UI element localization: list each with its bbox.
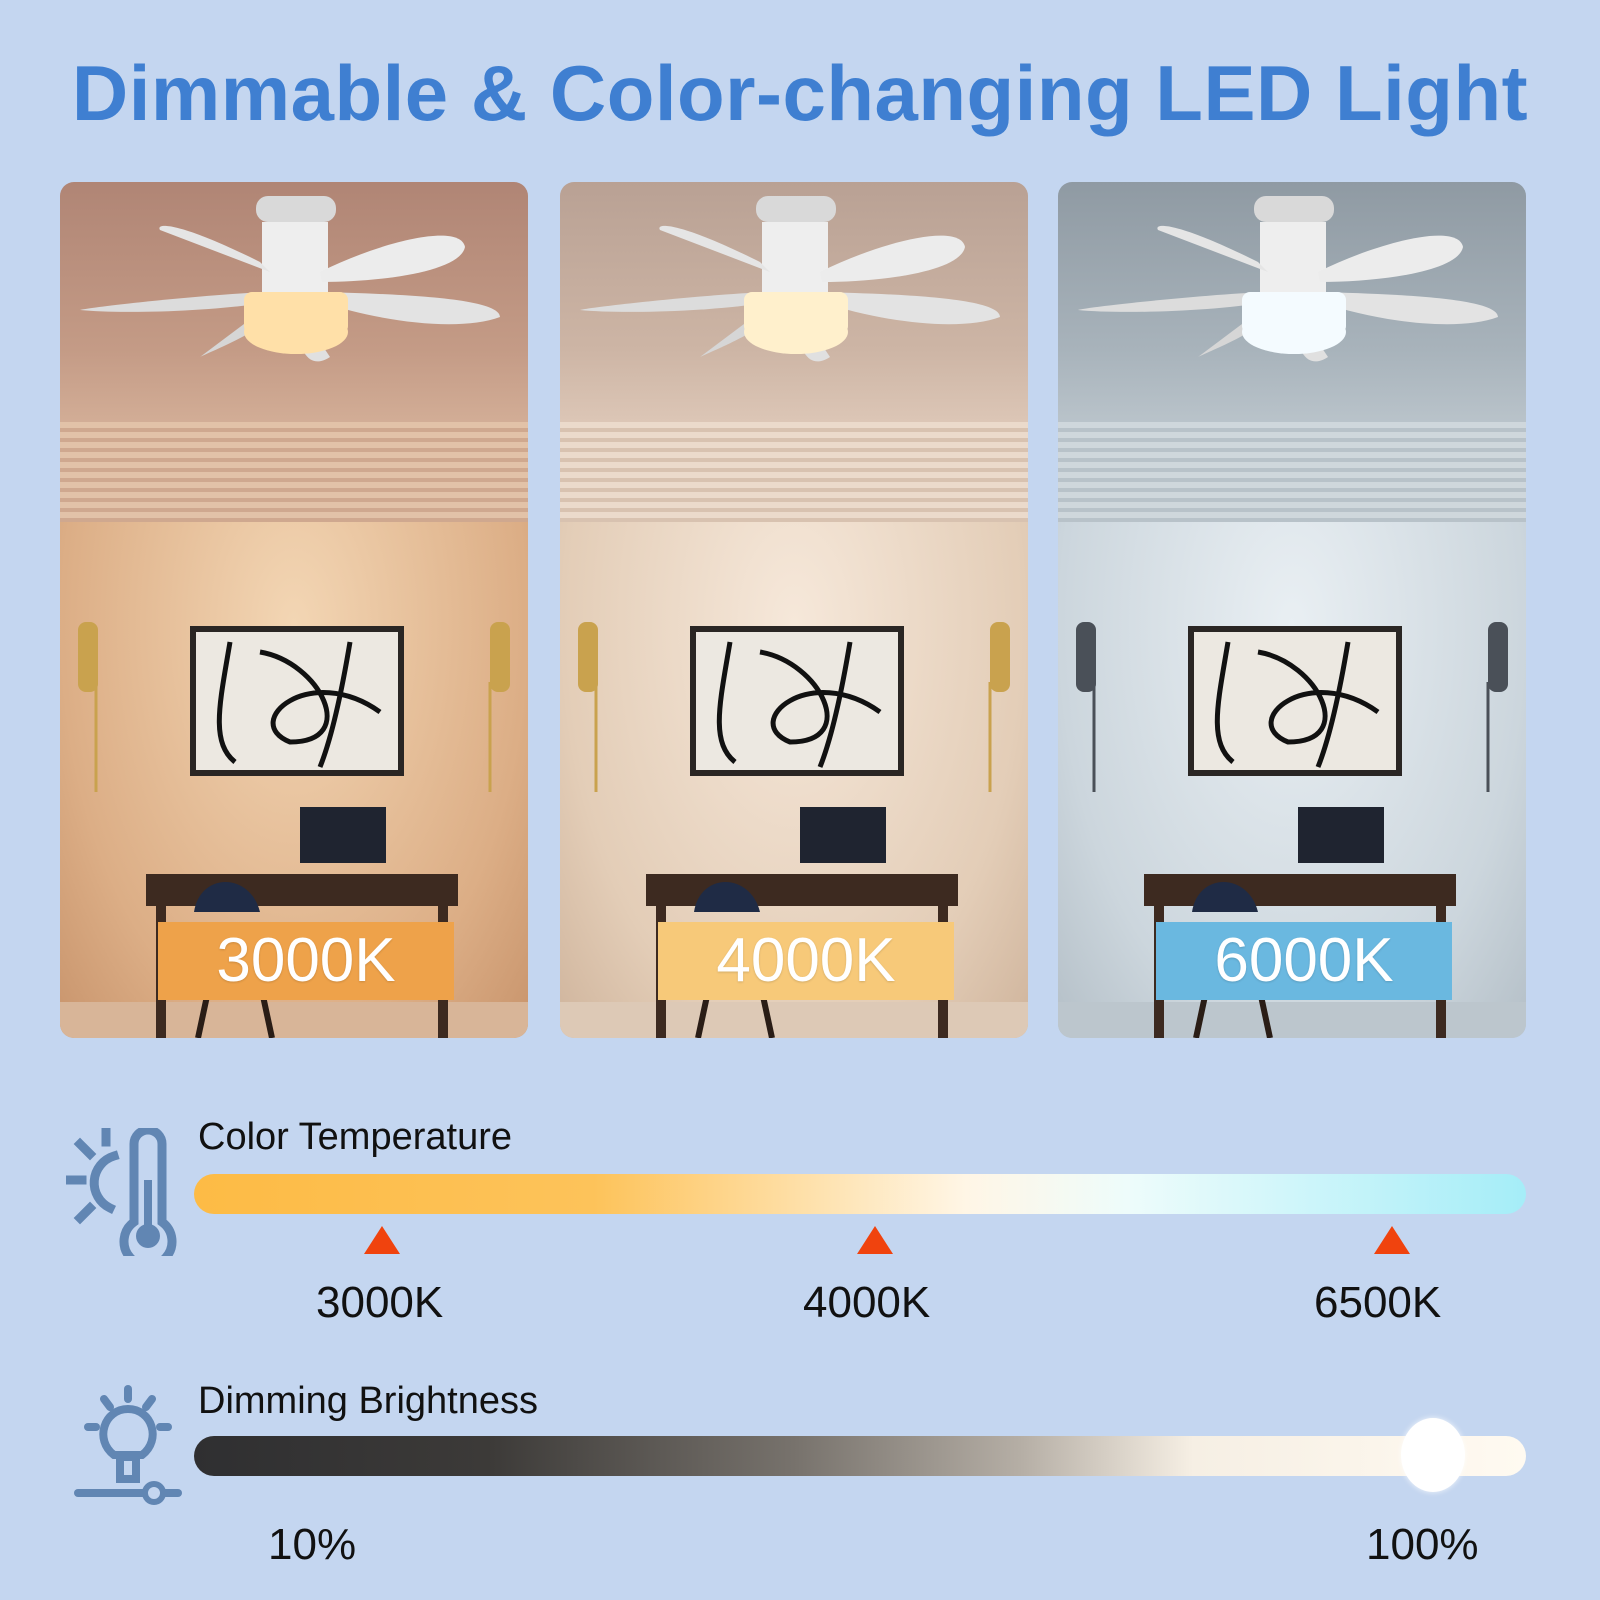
marker-4000k	[857, 1226, 893, 1254]
floor	[1058, 1002, 1526, 1038]
wall-sconce-right	[1486, 622, 1508, 792]
tick-6500k: 6500K	[1314, 1278, 1442, 1327]
dimming-slider-knob[interactable]	[1400, 1418, 1465, 1492]
tick-3000k: 3000K	[316, 1278, 444, 1327]
marker-6500k	[1374, 1226, 1410, 1254]
wall-artwork	[1188, 626, 1402, 776]
ceiling-fan-room-illustration	[78, 196, 510, 1038]
page-title: Dimmable & Color-changing LED Light	[71, 49, 1529, 137]
crown-molding	[60, 422, 528, 522]
wall-artwork	[190, 626, 404, 776]
wall-sconce-left	[1076, 622, 1096, 792]
wall-sconce-right	[488, 622, 510, 792]
ceiling-fan-room-illustration	[578, 196, 1010, 1038]
badge-label: 4000K	[716, 926, 896, 995]
bulb-slider-icon	[74, 1385, 182, 1505]
color-temperature-label: Color Temperature	[198, 1116, 513, 1158]
color-temperature-badge: 6000K	[1156, 922, 1452, 1000]
color-temperature-badge: 3000K	[158, 922, 454, 1000]
room-photo-panel: 3000K	[60, 182, 528, 1038]
dimming-min: 10%	[268, 1520, 357, 1569]
dimming-bar[interactable]	[194, 1436, 1526, 1476]
ceiling-fan-room-illustration	[1076, 196, 1508, 1038]
wall-sconce-left	[578, 622, 598, 792]
wall-sconce-right	[988, 622, 1010, 792]
ceiling-fan-icon	[1078, 196, 1498, 362]
badge-label: 3000K	[216, 926, 396, 995]
floor	[560, 1002, 1028, 1038]
color-temperature-bar	[194, 1174, 1526, 1214]
desk	[646, 807, 958, 1038]
ceiling-fan-icon	[80, 196, 500, 362]
dimming-max: 100%	[1366, 1520, 1479, 1569]
dimming-label: Dimming Brightness	[198, 1380, 538, 1422]
marker-3000k	[364, 1226, 400, 1254]
color-temperature-badge: 4000K	[658, 922, 954, 1000]
room-photo-panel: 4000K	[560, 182, 1028, 1038]
wall-sconce-left	[78, 622, 98, 792]
ceiling-fan-icon	[580, 196, 1000, 362]
thermometer-sun-icon	[66, 1128, 177, 1256]
badge-label: 6000K	[1214, 926, 1394, 995]
crown-molding	[1058, 422, 1526, 522]
wall-artwork	[690, 626, 904, 776]
room-photo-panel: 6000K	[1058, 182, 1526, 1038]
tick-4000k: 4000K	[803, 1278, 931, 1327]
floor	[60, 1002, 528, 1038]
crown-molding	[560, 422, 1028, 522]
